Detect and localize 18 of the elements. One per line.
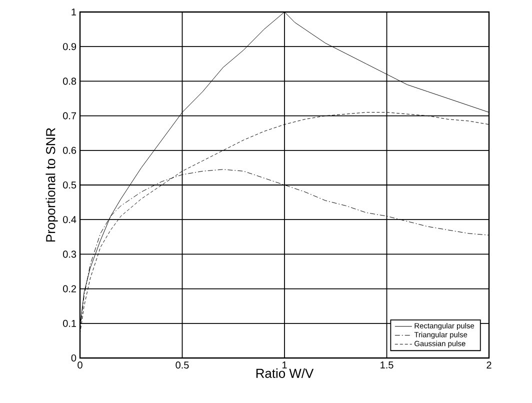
x-tick-label: 1 [282, 362, 287, 368]
y-tick-label: 0.3 [63, 250, 76, 258]
x-tick-label: 2 [486, 362, 492, 368]
y-axis-title: Proportional to SNR [46, 128, 58, 242]
x-axis-title: Ratio W/V [256, 368, 314, 378]
x-tick-label: 0.5 [176, 362, 189, 369]
y-tick-label: 0.9 [63, 43, 76, 50]
x-tick-label: 0 [78, 362, 82, 369]
y-tick-label: 1 [72, 8, 76, 16]
x-tick-label: 1.5 [380, 362, 394, 368]
y-tick-label: 0 [71, 354, 76, 362]
y-tick-label: 0.7 [63, 112, 76, 120]
y-tick-label: 0.8 [63, 78, 76, 85]
y-tick-label: 0.2 [63, 285, 76, 292]
y-tick-label: 0.6 [63, 146, 76, 154]
y-tick-label: 0.5 [63, 181, 76, 189]
y-tick-label: 0.4 [63, 216, 76, 224]
y-tick-label: 0.1 [63, 320, 76, 327]
